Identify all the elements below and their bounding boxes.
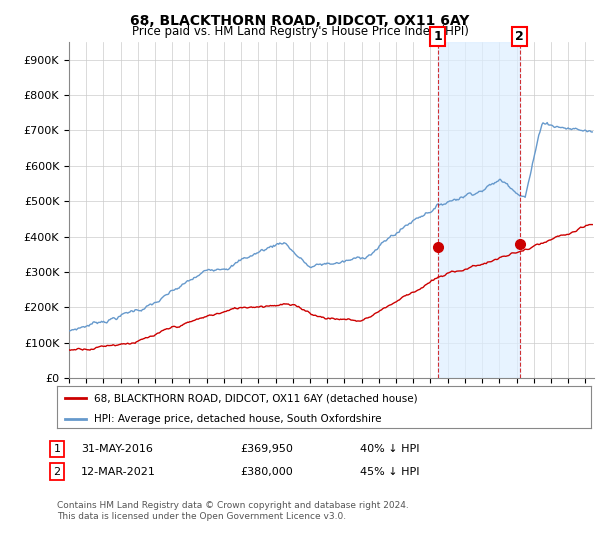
Text: Contains HM Land Registry data © Crown copyright and database right 2024.
This d: Contains HM Land Registry data © Crown c… <box>57 501 409 521</box>
Text: 1: 1 <box>53 444 61 454</box>
Text: 12-MAR-2021: 12-MAR-2021 <box>81 466 156 477</box>
Text: 31-MAY-2016: 31-MAY-2016 <box>81 444 153 454</box>
Text: 2: 2 <box>53 466 61 477</box>
Text: 2: 2 <box>515 30 524 43</box>
Text: Price paid vs. HM Land Registry's House Price Index (HPI): Price paid vs. HM Land Registry's House … <box>131 25 469 38</box>
Text: £380,000: £380,000 <box>240 466 293 477</box>
Bar <box>438 42 520 378</box>
Text: 68, BLACKTHORN ROAD, DIDCOT, OX11 6AY (detached house): 68, BLACKTHORN ROAD, DIDCOT, OX11 6AY (d… <box>94 393 418 403</box>
Text: 1: 1 <box>433 30 442 43</box>
Text: 40% ↓ HPI: 40% ↓ HPI <box>360 444 419 454</box>
Text: HPI: Average price, detached house, South Oxfordshire: HPI: Average price, detached house, Sout… <box>94 414 382 424</box>
Text: 45% ↓ HPI: 45% ↓ HPI <box>360 466 419 477</box>
Text: 68, BLACKTHORN ROAD, DIDCOT, OX11 6AY: 68, BLACKTHORN ROAD, DIDCOT, OX11 6AY <box>130 14 470 28</box>
Text: £369,950: £369,950 <box>240 444 293 454</box>
